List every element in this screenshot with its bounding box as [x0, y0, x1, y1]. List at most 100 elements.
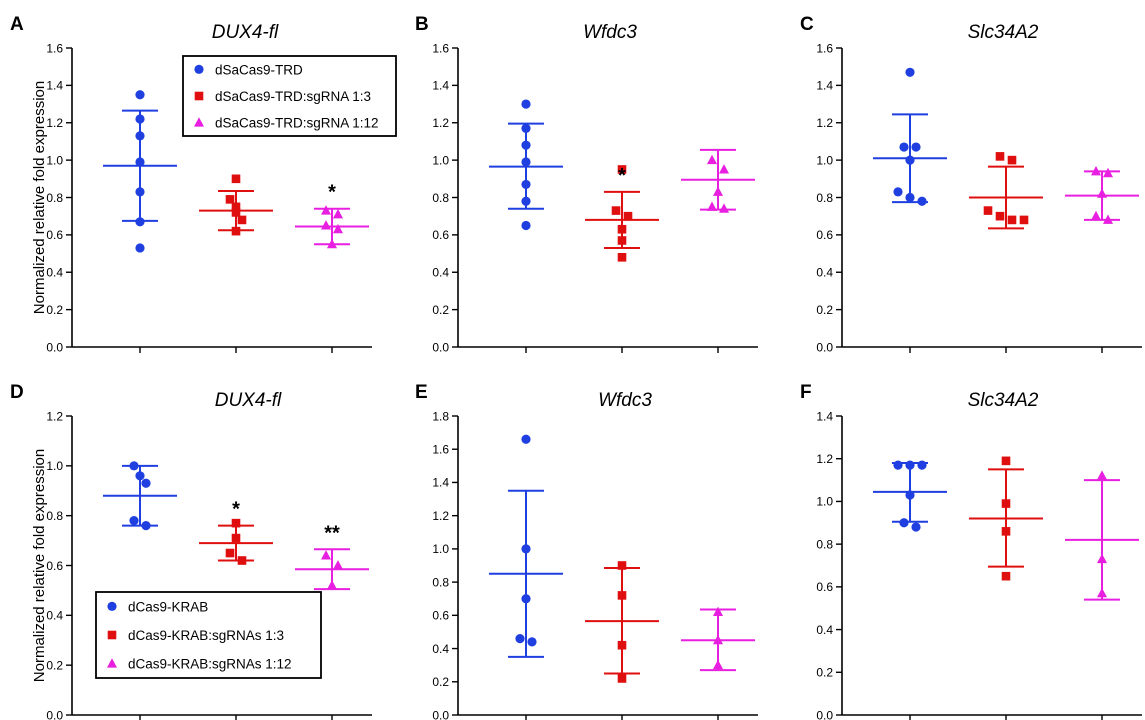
data-point [231, 226, 241, 236]
data-point [1091, 210, 1101, 221]
data-point [707, 154, 717, 165]
group-1 [489, 434, 563, 658]
group-2 [199, 174, 273, 236]
data-point [713, 606, 723, 617]
data-point [893, 187, 903, 197]
panel-letter: D [10, 382, 24, 403]
y-tick-label: 1.0 [432, 153, 449, 167]
data-point [899, 518, 909, 528]
data-point [719, 203, 729, 213]
y-tick-label: 0.2 [432, 675, 449, 689]
y-tick-label: 0.2 [816, 303, 833, 317]
data-point [1091, 165, 1101, 176]
y-tick-label: 0.8 [46, 509, 63, 523]
legend-label: dCas9-KRAB:sgRNAs 1:3 [128, 628, 284, 643]
legend-marker [194, 91, 204, 101]
y-tick-label: 0.2 [432, 303, 449, 317]
data-point [231, 202, 241, 212]
panel-title: DUX4-fl [215, 390, 282, 411]
legend-label: dCas9-KRAB [128, 599, 208, 614]
y-tick-label: 1.2 [432, 116, 449, 130]
data-point [135, 217, 145, 227]
data-point [141, 521, 151, 531]
data-point [135, 157, 145, 167]
data-point [231, 174, 241, 184]
y-tick-label: 0.0 [816, 708, 833, 720]
data-point [617, 165, 627, 174]
data-point [321, 220, 331, 230]
y-tick-label: 1.6 [432, 443, 449, 457]
data-point [713, 659, 723, 670]
y-tick-label: 0.8 [432, 191, 449, 205]
data-point [521, 594, 531, 604]
data-point [1097, 587, 1107, 598]
data-point [521, 157, 531, 167]
data-point [521, 179, 531, 190]
group-3: * [295, 182, 369, 249]
panel-title: Wfdc3 [583, 22, 637, 43]
significance-marker: * [618, 165, 626, 187]
y-tick-label: 0.8 [816, 191, 833, 205]
group-1 [103, 90, 177, 253]
y-tick-label: 1.2 [46, 116, 63, 130]
y-tick-label: 1.0 [816, 153, 833, 167]
data-point [713, 186, 723, 196]
y-tick-label: 0.0 [816, 340, 833, 354]
data-point [1001, 527, 1011, 536]
y-tick-label: 0.4 [46, 609, 63, 623]
data-point [1007, 215, 1017, 225]
y-tick-label: 1.2 [816, 452, 833, 466]
y-tick-label: 0.6 [432, 228, 449, 242]
data-point [899, 142, 909, 152]
data-point [521, 434, 531, 444]
panel-a: A DUX4-fl 0.0 0.2 0.4 0.6 0.8 1.0 1.2 1.4 1.6 Norma… [10, 14, 397, 354]
panel-title: DUX4-fl [212, 22, 279, 43]
data-point [521, 544, 531, 554]
data-point [1019, 215, 1029, 225]
data-point [327, 580, 337, 590]
legend-label: dSaCas9-TRD:sgRNA 1:12 [215, 116, 379, 131]
data-point [327, 238, 337, 249]
data-point [995, 211, 1005, 221]
data-point [905, 192, 915, 203]
y-tick-label: 1.0 [46, 153, 63, 167]
group-3 [1065, 470, 1139, 601]
data-point [237, 556, 247, 565]
y-axis-label: Normalized relative fold expression [31, 449, 48, 682]
panel-title: Wfdc3 [598, 390, 652, 411]
significance-marker: * [328, 182, 336, 204]
data-point [1001, 499, 1011, 508]
y-tick-label: 0.0 [46, 340, 63, 354]
data-point [515, 633, 525, 644]
legend-marker [107, 630, 117, 640]
group-2: * [199, 499, 273, 565]
panel-letter: C [800, 14, 814, 35]
panel-letter: F [800, 382, 812, 403]
significance-marker: ** [324, 522, 340, 544]
y-tick-label: 1.4 [816, 79, 833, 93]
significance-marker: * [232, 499, 240, 521]
data-point [713, 634, 723, 645]
group-3: ** [295, 522, 369, 591]
data-point [1007, 155, 1017, 165]
data-point [911, 522, 921, 532]
data-point [617, 591, 627, 600]
y-tick-label: 1.6 [46, 41, 63, 55]
legend: dSaCas9-TRD dSaCas9-TRD:sgRNA 1:3 dSaCas9-… [182, 55, 397, 137]
panel-title: Slc34A2 [968, 390, 1039, 411]
data-point [905, 490, 915, 500]
y-tick-label: 0.6 [46, 559, 63, 573]
data-point [135, 90, 145, 100]
y-tick-label: 1.0 [816, 495, 833, 509]
data-point [135, 243, 145, 253]
legend: dCas9-KRAB dCas9-KRAB:sgRNAs 1:3 dCas9-KRA… [95, 591, 322, 679]
y-tick-label: 0.8 [46, 191, 63, 205]
data-point [231, 518, 241, 528]
group-1 [873, 460, 947, 532]
y-tick-label: 1.4 [432, 476, 449, 490]
panel-e: E Wfdc3 0.0 0.2 0.4 0.6 0.8 1.0 1.2 1.4 1.6 1.8 [415, 382, 758, 720]
legend-label: dSaCas9-TRD [215, 62, 303, 77]
y-tick-label: 1.4 [432, 79, 449, 93]
y-tick-label: 0.6 [816, 580, 833, 594]
